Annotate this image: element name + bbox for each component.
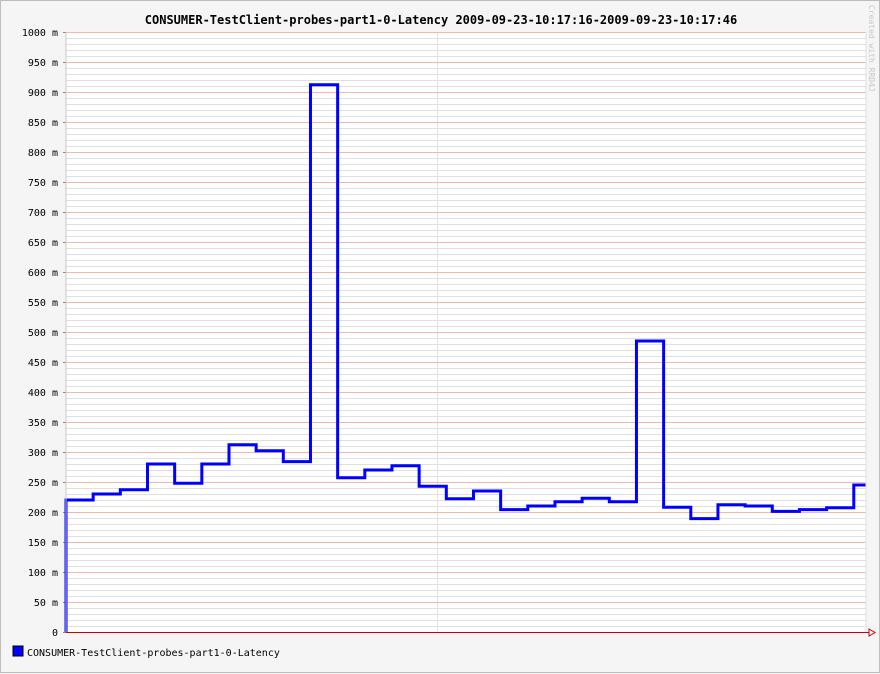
y-tick-label: 950 m — [28, 58, 58, 69]
y-tick-label: 200 m — [28, 508, 58, 519]
chart-title: CONSUMER-TestClient-probes-part1-0-Laten… — [145, 13, 737, 27]
y-tick-label: 450 m — [28, 358, 58, 369]
y-tick-label: 350 m — [28, 418, 58, 429]
legend-swatch — [12, 645, 24, 657]
rrd4j-credit: Created with RRD4J — [867, 5, 876, 92]
y-tick-label: 150 m — [28, 538, 58, 549]
y-tick-label: 600 m — [28, 268, 58, 279]
major-grid — [66, 32, 866, 603]
y-tick-label: 250 m — [28, 478, 58, 489]
y-tick-label: 650 m — [28, 238, 58, 249]
y-tick-label: 850 m — [28, 118, 58, 129]
y-tick-label: 0 — [52, 628, 58, 639]
y-tick-label: 50 m — [34, 598, 58, 609]
y-tick-label: 800 m — [28, 148, 58, 159]
x-axis-arrow — [868, 628, 876, 637]
y-tick-label: 300 m — [28, 448, 58, 459]
legend-label: CONSUMER-TestClient-probes-part1-0-Laten… — [27, 648, 280, 659]
series-line — [64, 83, 866, 632]
legend: CONSUMER-TestClient-probes-part1-0-Laten… — [12, 645, 280, 659]
y-tick-label: 550 m — [28, 298, 58, 309]
axes — [65, 32, 876, 637]
y-tick-label: 700 m — [28, 208, 58, 219]
y-tick-label: 400 m — [28, 388, 58, 399]
y-axis-ticks: 0 50 m 100 m 150 m 200 m 250 m 300 m 350 m 400 m… — [22, 28, 66, 639]
y-tick-label: 900 m — [28, 88, 58, 99]
y-tick-label: 100 m — [28, 568, 58, 579]
series-layer — [64, 83, 866, 632]
y-tick-label: 750 m — [28, 178, 58, 189]
y-tick-label: 1000 m — [22, 28, 58, 39]
y-tick-label: 500 m — [28, 328, 58, 339]
